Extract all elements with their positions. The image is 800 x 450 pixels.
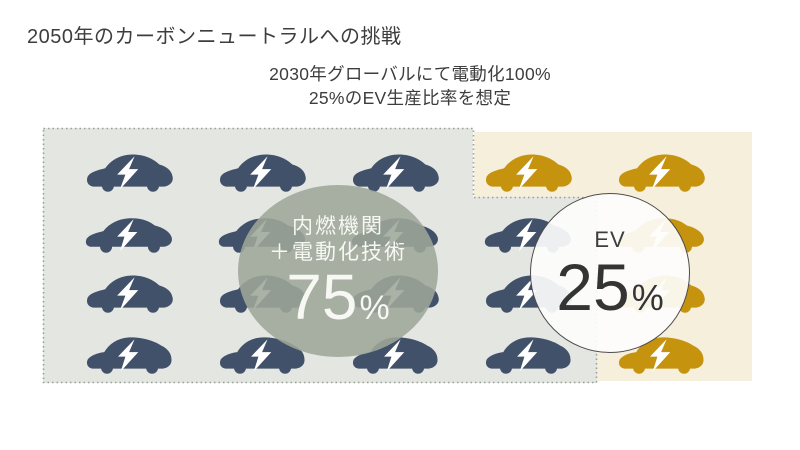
ice-share-number: 75 bbox=[286, 261, 358, 333]
ice-share-percent-sign: % bbox=[359, 289, 390, 327]
ev-share-percent-sign: % bbox=[631, 277, 664, 318]
ice-share-circle: 内燃機関 ＋電動化技術 75% bbox=[238, 185, 438, 357]
ice-label-line1: 内燃機関 bbox=[292, 215, 384, 238]
ice-hybrid-car-icon bbox=[84, 208, 176, 256]
ice-hybrid-car-icon bbox=[84, 147, 176, 195]
ev-share-value: 25% bbox=[556, 254, 664, 320]
ev-share-circle: EV 25% bbox=[530, 193, 690, 353]
ice-hybrid-car-icon bbox=[84, 329, 176, 377]
ev-label: EV bbox=[594, 227, 626, 252]
ice-hybrid-car-icon bbox=[84, 268, 176, 316]
ice-share-value: 75% bbox=[286, 265, 390, 329]
ev-car-icon bbox=[483, 147, 575, 195]
ev-car-icon bbox=[616, 147, 708, 195]
subtitle-line-2: 25%のEV生産比率を想定 bbox=[308, 88, 512, 108]
ev-share-number: 25 bbox=[556, 250, 630, 324]
slide-title: 2050年のカーボンニュートラルへの挑戦 bbox=[27, 26, 402, 48]
slide-subtitle: 2030年グローバルにて電動化100% 25%のEV生産比率を想定 bbox=[110, 62, 710, 110]
subtitle-line-1: 2030年グローバルにて電動化100% bbox=[269, 64, 551, 84]
ice-hybrid-car-icon bbox=[217, 147, 309, 195]
